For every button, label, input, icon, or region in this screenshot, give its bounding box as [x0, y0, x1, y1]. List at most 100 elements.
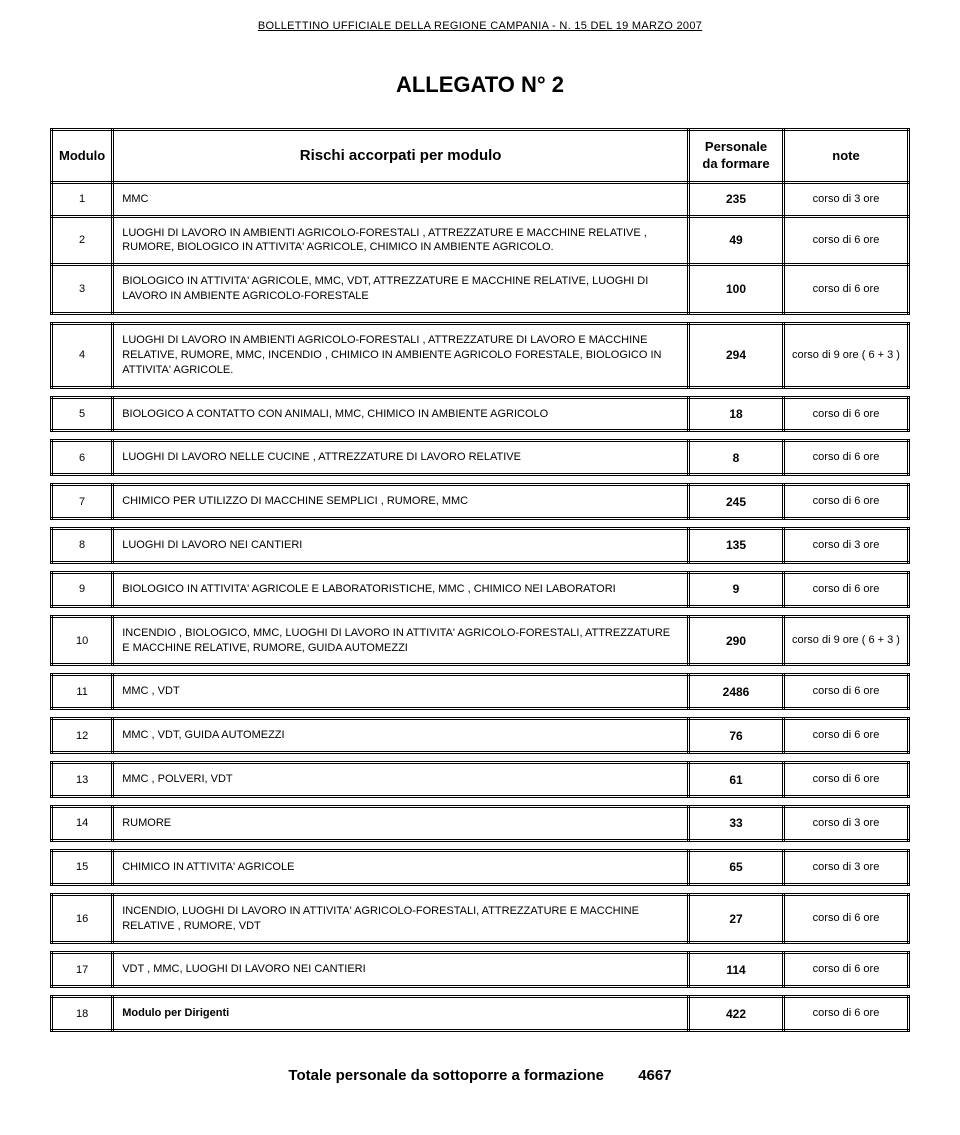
spacer-row: [52, 519, 909, 529]
cell-desc: MMC , VDT: [113, 675, 689, 709]
table-row: 16INCENDIO, LUOGHI DI LAVORO IN ATTIVITA…: [52, 894, 909, 943]
cell-personale: 61: [689, 763, 784, 797]
cell-personale: 18: [689, 397, 784, 431]
page-title: ALLEGATO N° 2: [50, 72, 910, 98]
col-note: note: [784, 130, 909, 183]
table-row: 3BIOLOGICO IN ATTIVITA' AGRICOLE, MMC, V…: [52, 265, 909, 314]
cell-desc: LUOGHI DI LAVORO NEI CANTIERI: [113, 529, 689, 563]
cell-desc: BIOLOGICO A CONTATTO CON ANIMALI, MMC, C…: [113, 397, 689, 431]
cell-note: corso di 6 ore: [784, 953, 909, 987]
cell-personale: 422: [689, 997, 784, 1031]
spacer-row: [52, 709, 909, 719]
cell-personale: 294: [689, 324, 784, 388]
cell-desc: INCENDIO , BIOLOGICO, MMC, LUOGHI DI LAV…: [113, 616, 689, 665]
cell-modulo: 12: [52, 719, 113, 753]
cell-personale: 49: [689, 216, 784, 265]
table-body: 1MMC235corso di 3 ore2LUOGHI DI LAVORO I…: [52, 182, 909, 1030]
cell-modulo: 11: [52, 675, 113, 709]
col-personale-l2: da formare: [702, 156, 769, 171]
cell-note: corso di 6 ore: [784, 397, 909, 431]
table-row: 13MMC , POLVERI, VDT61corso di 6 ore: [52, 763, 909, 797]
table-row: 14RUMORE33corso di 3 ore: [52, 806, 909, 840]
col-modulo: Modulo: [52, 130, 113, 183]
cell-personale: 2486: [689, 675, 784, 709]
cell-personale: 76: [689, 719, 784, 753]
table-row: 1MMC235corso di 3 ore: [52, 182, 909, 216]
cell-modulo: 4: [52, 324, 113, 388]
cell-note: corso di 6 ore: [784, 216, 909, 265]
cell-desc: MMC , VDT, GUIDA AUTOMEZZI: [113, 719, 689, 753]
table-row: 8LUOGHI DI LAVORO NEI CANTIERI135corso d…: [52, 529, 909, 563]
cell-note: corso di 3 ore: [784, 850, 909, 884]
spacer-row: [52, 431, 909, 441]
cell-desc: MMC , POLVERI, VDT: [113, 763, 689, 797]
table-row: 10INCENDIO , BIOLOGICO, MMC, LUOGHI DI L…: [52, 616, 909, 665]
cell-desc: BIOLOGICO IN ATTIVITA' AGRICOLE E LABORA…: [113, 572, 689, 606]
col-rischi: Rischi accorpati per modulo: [113, 130, 689, 183]
cell-desc: CHIMICO PER UTILIZZO DI MACCHINE SEMPLIC…: [113, 485, 689, 519]
table-row: 7CHIMICO PER UTILIZZO DI MACCHINE SEMPLI…: [52, 485, 909, 519]
cell-note: corso di 6 ore: [784, 485, 909, 519]
table-row: 6LUOGHI DI LAVORO NELLE CUCINE , ATTREZZ…: [52, 441, 909, 475]
cell-desc: Modulo per Dirigenti: [113, 997, 689, 1031]
cell-modulo: 13: [52, 763, 113, 797]
spacer-row: [52, 884, 909, 894]
table-row: 12MMC , VDT, GUIDA AUTOMEZZI76corso di 6…: [52, 719, 909, 753]
cell-modulo: 15: [52, 850, 113, 884]
spacer-row: [52, 475, 909, 485]
cell-modulo: 8: [52, 529, 113, 563]
cell-desc: CHIMICO IN ATTIVITA' AGRICOLE: [113, 850, 689, 884]
cell-modulo: 14: [52, 806, 113, 840]
cell-personale: 100: [689, 265, 784, 314]
spacer-row: [52, 387, 909, 397]
cell-modulo: 1: [52, 182, 113, 216]
cell-note: corso di 6 ore: [784, 997, 909, 1031]
spacer-row: [52, 753, 909, 763]
cell-modulo: 9: [52, 572, 113, 606]
cell-note: corso di 6 ore: [784, 719, 909, 753]
spacer-row: [52, 987, 909, 997]
cell-desc: INCENDIO, LUOGHI DI LAVORO IN ATTIVITA' …: [113, 894, 689, 943]
cell-note: corso di 3 ore: [784, 182, 909, 216]
cell-modulo: 16: [52, 894, 113, 943]
cell-note: corso di 6 ore: [784, 572, 909, 606]
cell-personale: 114: [689, 953, 784, 987]
table-row: 4LUOGHI DI LAVORO IN AMBIENTI AGRICOLO-F…: [52, 324, 909, 388]
totale-row: Totale personale da sottoporre a formazi…: [50, 1067, 910, 1084]
cell-personale: 245: [689, 485, 784, 519]
totale-label: Totale personale da sottoporre a formazi…: [288, 1067, 604, 1084]
cell-modulo: 17: [52, 953, 113, 987]
table-row: 17VDT , MMC, LUOGHI DI LAVORO NEI CANTIE…: [52, 953, 909, 987]
cell-modulo: 7: [52, 485, 113, 519]
table-row: 2LUOGHI DI LAVORO IN AMBIENTI AGRICOLO-F…: [52, 216, 909, 265]
cell-modulo: 6: [52, 441, 113, 475]
cell-desc: LUOGHI DI LAVORO IN AMBIENTI AGRICOLO-FO…: [113, 324, 689, 388]
table-row: 5BIOLOGICO A CONTATTO CON ANIMALI, MMC, …: [52, 397, 909, 431]
cell-desc: BIOLOGICO IN ATTIVITA' AGRICOLE, MMC, VD…: [113, 265, 689, 314]
totale-value: 4667: [638, 1067, 671, 1084]
cell-desc: MMC: [113, 182, 689, 216]
col-personale-l1: Personale: [705, 139, 767, 154]
table-header-row: Modulo Rischi accorpati per modulo Perso…: [52, 130, 909, 183]
cell-personale: 65: [689, 850, 784, 884]
cell-note: corso di 9 ore ( 6 + 3 ): [784, 324, 909, 388]
cell-personale: 8: [689, 441, 784, 475]
cell-personale: 235: [689, 182, 784, 216]
table-row: 15CHIMICO IN ATTIVITA' AGRICOLE65corso d…: [52, 850, 909, 884]
cell-desc: VDT , MMC, LUOGHI DI LAVORO NEI CANTIERI: [113, 953, 689, 987]
cell-note: corso di 3 ore: [784, 529, 909, 563]
cell-modulo: 10: [52, 616, 113, 665]
cell-desc: LUOGHI DI LAVORO IN AMBIENTI AGRICOLO-FO…: [113, 216, 689, 265]
cell-desc: RUMORE: [113, 806, 689, 840]
cell-note: corso di 6 ore: [784, 894, 909, 943]
spacer-row: [52, 314, 909, 324]
cell-note: corso di 6 ore: [784, 441, 909, 475]
cell-modulo: 18: [52, 997, 113, 1031]
spacer-row: [52, 562, 909, 572]
spacer-row: [52, 943, 909, 953]
spacer-row: [52, 796, 909, 806]
cell-note: corso di 6 ore: [784, 675, 909, 709]
rischi-table: Modulo Rischi accorpati per modulo Perso…: [50, 128, 910, 1032]
table-row: 18Modulo per Dirigenti422corso di 6 ore: [52, 997, 909, 1031]
cell-note: corso di 3 ore: [784, 806, 909, 840]
